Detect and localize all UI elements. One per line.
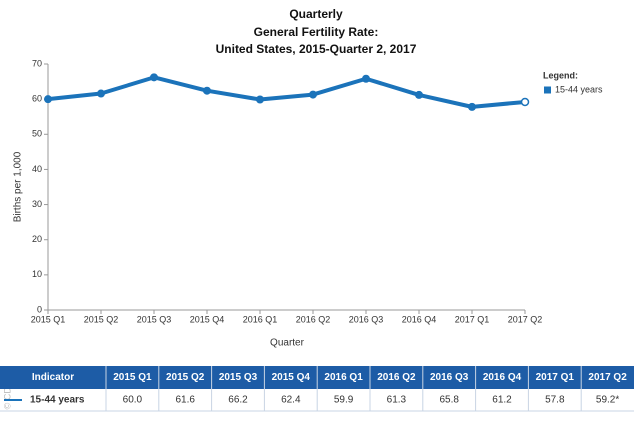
credit: © CDC — [2, 380, 12, 409]
table-header-cell: 2015 Q3 — [219, 372, 258, 383]
x-tick-label: 2015 Q3 — [137, 314, 172, 324]
y-tick-label: 50 — [32, 129, 42, 139]
series-line — [47, 75, 526, 109]
table-header-cell: 2015 Q1 — [113, 372, 152, 383]
y-tick-label: 20 — [32, 234, 42, 244]
data-point — [97, 89, 105, 98]
x-tick-label: 2015 Q4 — [190, 314, 225, 324]
x-tick-label: 2016 Q2 — [296, 314, 331, 324]
x-tick-label: 2016 Q4 — [402, 314, 437, 324]
table-header-cell: 2016 Q3 — [430, 372, 469, 383]
x-tick-label: 2016 Q1 — [243, 314, 278, 324]
x-tick-label: 2017 Q1 — [455, 314, 490, 324]
table-header-cell: 2016 Q4 — [483, 372, 522, 383]
table-cell: 65.8 — [439, 395, 459, 406]
table-header-cell: Indicator — [32, 372, 74, 383]
y-tick-label: 0 — [37, 304, 42, 314]
data-point — [150, 73, 158, 82]
data-point — [520, 97, 530, 107]
legend-title: Legend: — [543, 70, 578, 80]
table-header-cell: 2016 Q2 — [377, 372, 416, 383]
chart-title: United States, 2015-Quarter 2, 2017 — [216, 42, 417, 56]
table-cell: 59.2* — [596, 395, 619, 406]
data-point — [256, 95, 264, 104]
table-cell: 60.0 — [123, 395, 143, 406]
table-row-label: 15-44 years — [30, 395, 85, 406]
x-tick-label: 2015 Q2 — [84, 314, 119, 324]
x-tick-label: 2015 Q1 — [31, 314, 66, 324]
data-point — [309, 90, 317, 99]
chart-title: General Fertility Rate: — [254, 25, 379, 39]
chart-title: Quarterly — [289, 7, 343, 21]
x-tick-label: 2017 Q2 — [508, 314, 543, 324]
x-tick-label: 2016 Q3 — [349, 314, 384, 324]
table-cell: 57.8 — [545, 395, 565, 406]
y-tick-label: 70 — [32, 58, 42, 68]
table-cell: 61.3 — [387, 395, 407, 406]
data-point — [203, 86, 211, 95]
table-header-cell: 2017 Q2 — [588, 372, 627, 383]
legend-label: 15-44 years — [555, 84, 603, 94]
data-point — [44, 95, 52, 104]
table-cell: 66.2 — [228, 395, 248, 406]
legend-swatch — [544, 86, 551, 94]
table-header-cell: 2016 Q1 — [324, 372, 363, 383]
table-header-cell: 2017 Q1 — [536, 372, 575, 383]
table-header-cell: 2015 Q4 — [272, 372, 311, 383]
y-tick-label: 10 — [32, 269, 42, 279]
y-tick-label: 40 — [32, 164, 42, 174]
data-point — [415, 90, 423, 99]
table-cell: 61.2 — [492, 395, 512, 406]
table-cell: 61.6 — [175, 395, 195, 406]
y-tick-label: 60 — [32, 94, 42, 104]
data-point — [468, 102, 476, 111]
y-axis-label: Births per 1,000 — [13, 151, 24, 222]
data-point — [362, 74, 370, 83]
x-axis-label: Quarter — [270, 338, 305, 349]
table-cell: 59.9 — [334, 395, 354, 406]
table-header-cell: 2015 Q2 — [166, 372, 205, 383]
y-tick-label: 30 — [32, 199, 42, 209]
table-cell: 62.4 — [281, 395, 301, 406]
